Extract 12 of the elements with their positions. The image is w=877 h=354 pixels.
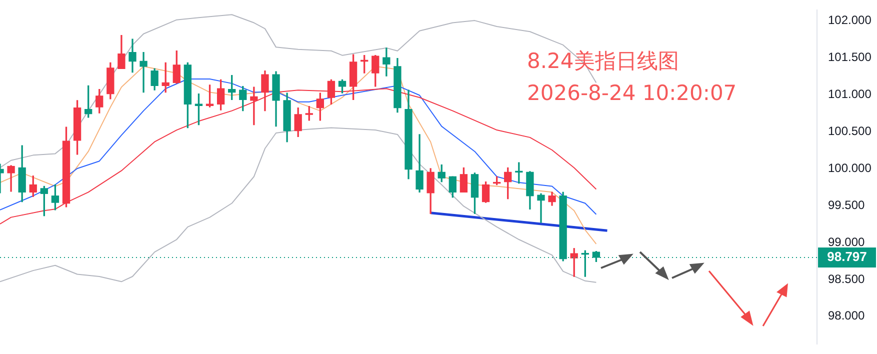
y-tick-label: 101.000 [828,86,872,101]
ref-line-label: 98.797 [827,249,867,264]
y-tick-label: 100.500 [828,124,872,138]
y-tick-label: 99.500 [828,198,866,212]
text: 2026-8-24 10:20:07 [527,80,737,106]
y-tick-label: 98.000 [828,308,866,323]
y-tick-label: 99.000 [828,234,866,249]
y-tick-label: 100.000 [828,160,872,175]
y-tick-label: 102.000 [828,12,872,27]
text: 8.24美指日线图 [527,48,679,74]
y-tick-label: 98.500 [828,272,866,286]
y-tick-label: 101.500 [828,50,872,64]
